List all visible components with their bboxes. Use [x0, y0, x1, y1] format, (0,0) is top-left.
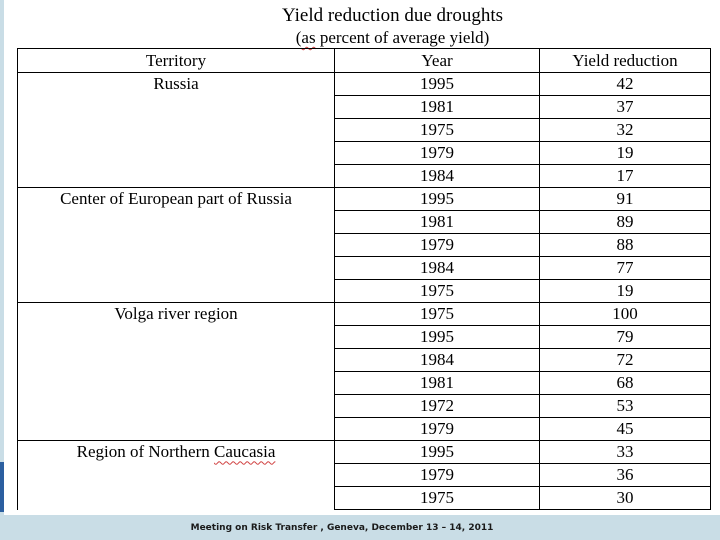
year-cell: 1984 — [334, 348, 540, 372]
table-row: Russia 1995 42 — [17, 72, 711, 96]
year-cell: 1979 — [334, 233, 540, 257]
yield-reduction-cell: 33 — [539, 440, 711, 464]
territory-cell — [17, 417, 335, 441]
territory-cell — [17, 325, 335, 349]
left-edge-accent — [0, 462, 4, 512]
yield-reduction-cell: 77 — [539, 256, 711, 280]
territory-cell — [17, 348, 335, 372]
table-body: Russia 1995 42 1981 37 1975 32 1979 19 1984 17 Cent… — [17, 72, 711, 510]
year-cell: 1984 — [334, 164, 540, 188]
table-row: 1979 36 — [17, 463, 711, 487]
header-year: Year — [334, 48, 540, 73]
year-cell: 1975 — [334, 302, 540, 326]
table-header-row: Territory Year Yield reduction — [17, 48, 711, 73]
yield-reduction-table: Territory Year Yield reduction Russia 199… — [17, 48, 711, 510]
territory-cell — [17, 256, 335, 280]
table-row: 1975 32 — [17, 118, 711, 142]
year-cell: 1995 — [334, 187, 540, 211]
yield-reduction-cell: 79 — [539, 325, 711, 349]
year-cell: 1995 — [334, 72, 540, 96]
yield-reduction-cell: 19 — [539, 141, 711, 165]
territory-cell — [17, 486, 335, 510]
table-row: Center of European part of Russia 1995 91 — [17, 187, 711, 211]
territory-cell — [17, 164, 335, 188]
territory-cell: Russia — [17, 72, 335, 96]
year-cell: 1979 — [334, 417, 540, 441]
year-cell: 1975 — [334, 279, 540, 303]
yield-reduction-cell: 72 — [539, 348, 711, 372]
subtitle-open: ( — [295, 28, 302, 47]
territory-cell — [17, 463, 335, 487]
table-row: 1979 19 — [17, 141, 711, 165]
table-row: 1979 45 — [17, 417, 711, 441]
footer-band — [0, 515, 720, 540]
year-cell: 1975 — [334, 118, 540, 142]
table-row: 1995 79 — [17, 325, 711, 349]
table-row: 1972 53 — [17, 394, 711, 418]
yield-reduction-cell: 32 — [539, 118, 711, 142]
table-row: 1975 19 — [17, 279, 711, 303]
yield-reduction-cell: 42 — [539, 72, 711, 96]
territory-cell: Volga river region — [17, 302, 335, 326]
territory-cell — [17, 118, 335, 142]
yield-reduction-cell: 45 — [539, 417, 711, 441]
table-row: 1979 88 — [17, 233, 711, 257]
yield-reduction-cell: 19 — [539, 279, 711, 303]
table-row: Volga river region 1975 100 — [17, 302, 711, 326]
year-cell: 1979 — [334, 463, 540, 487]
yield-reduction-cell: 36 — [539, 463, 711, 487]
territory-cell: Region of Northern Caucasia — [17, 440, 335, 464]
territory-cell — [17, 141, 335, 165]
territory-cell — [17, 95, 335, 119]
year-cell: 1979 — [334, 141, 540, 165]
yield-reduction-cell: 89 — [539, 210, 711, 234]
territory-cell: Center of European part of Russia — [17, 187, 335, 211]
table-row: 1984 72 — [17, 348, 711, 372]
page-title: Yield reduction due droughts — [281, 5, 504, 26]
table-row: 1975 30 — [17, 486, 711, 510]
yield-reduction-cell: 68 — [539, 371, 711, 395]
table-row: 1981 37 — [17, 95, 711, 119]
header-territory: Territory — [17, 48, 335, 73]
year-cell: 1984 — [334, 256, 540, 280]
yield-reduction-cell: 17 — [539, 164, 711, 188]
territory-marked-word: Caucasia — [214, 442, 276, 462]
yield-reduction-cell: 100 — [539, 302, 711, 326]
year-cell: 1972 — [334, 394, 540, 418]
territory-cell — [17, 210, 335, 234]
year-cell: 1975 — [334, 486, 540, 510]
year-cell: 1981 — [334, 95, 540, 119]
footer-text: Meeting on Risk Transfer , Geneva, Decem… — [190, 523, 494, 533]
left-edge-bar — [0, 0, 4, 540]
territory-text: Region of Northern — [76, 442, 215, 462]
page-subtitle: (as percent of average yield) — [200, 28, 585, 48]
subtitle-marked-word: as — [301, 28, 316, 47]
table-row: 1984 77 — [17, 256, 711, 280]
year-cell: 1981 — [334, 371, 540, 395]
yield-reduction-cell: 53 — [539, 394, 711, 418]
yield-reduction-cell: 37 — [539, 95, 711, 119]
year-cell: 1995 — [334, 440, 540, 464]
subtitle-rest: percent of average yield) — [315, 28, 490, 47]
yield-reduction-cell: 91 — [539, 187, 711, 211]
table-row: 1984 17 — [17, 164, 711, 188]
territory-cell — [17, 279, 335, 303]
territory-cell — [17, 233, 335, 257]
table-row: 1981 89 — [17, 210, 711, 234]
yield-reduction-cell: 30 — [539, 486, 711, 510]
territory-cell — [17, 371, 335, 395]
table-row: 1981 68 — [17, 371, 711, 395]
header-yield-reduction: Yield reduction — [539, 48, 711, 73]
yield-reduction-cell: 88 — [539, 233, 711, 257]
table-row: Region of Northern Caucasia 1995 33 — [17, 440, 711, 464]
year-cell: 1981 — [334, 210, 540, 234]
year-cell: 1995 — [334, 325, 540, 349]
territory-cell — [17, 394, 335, 418]
